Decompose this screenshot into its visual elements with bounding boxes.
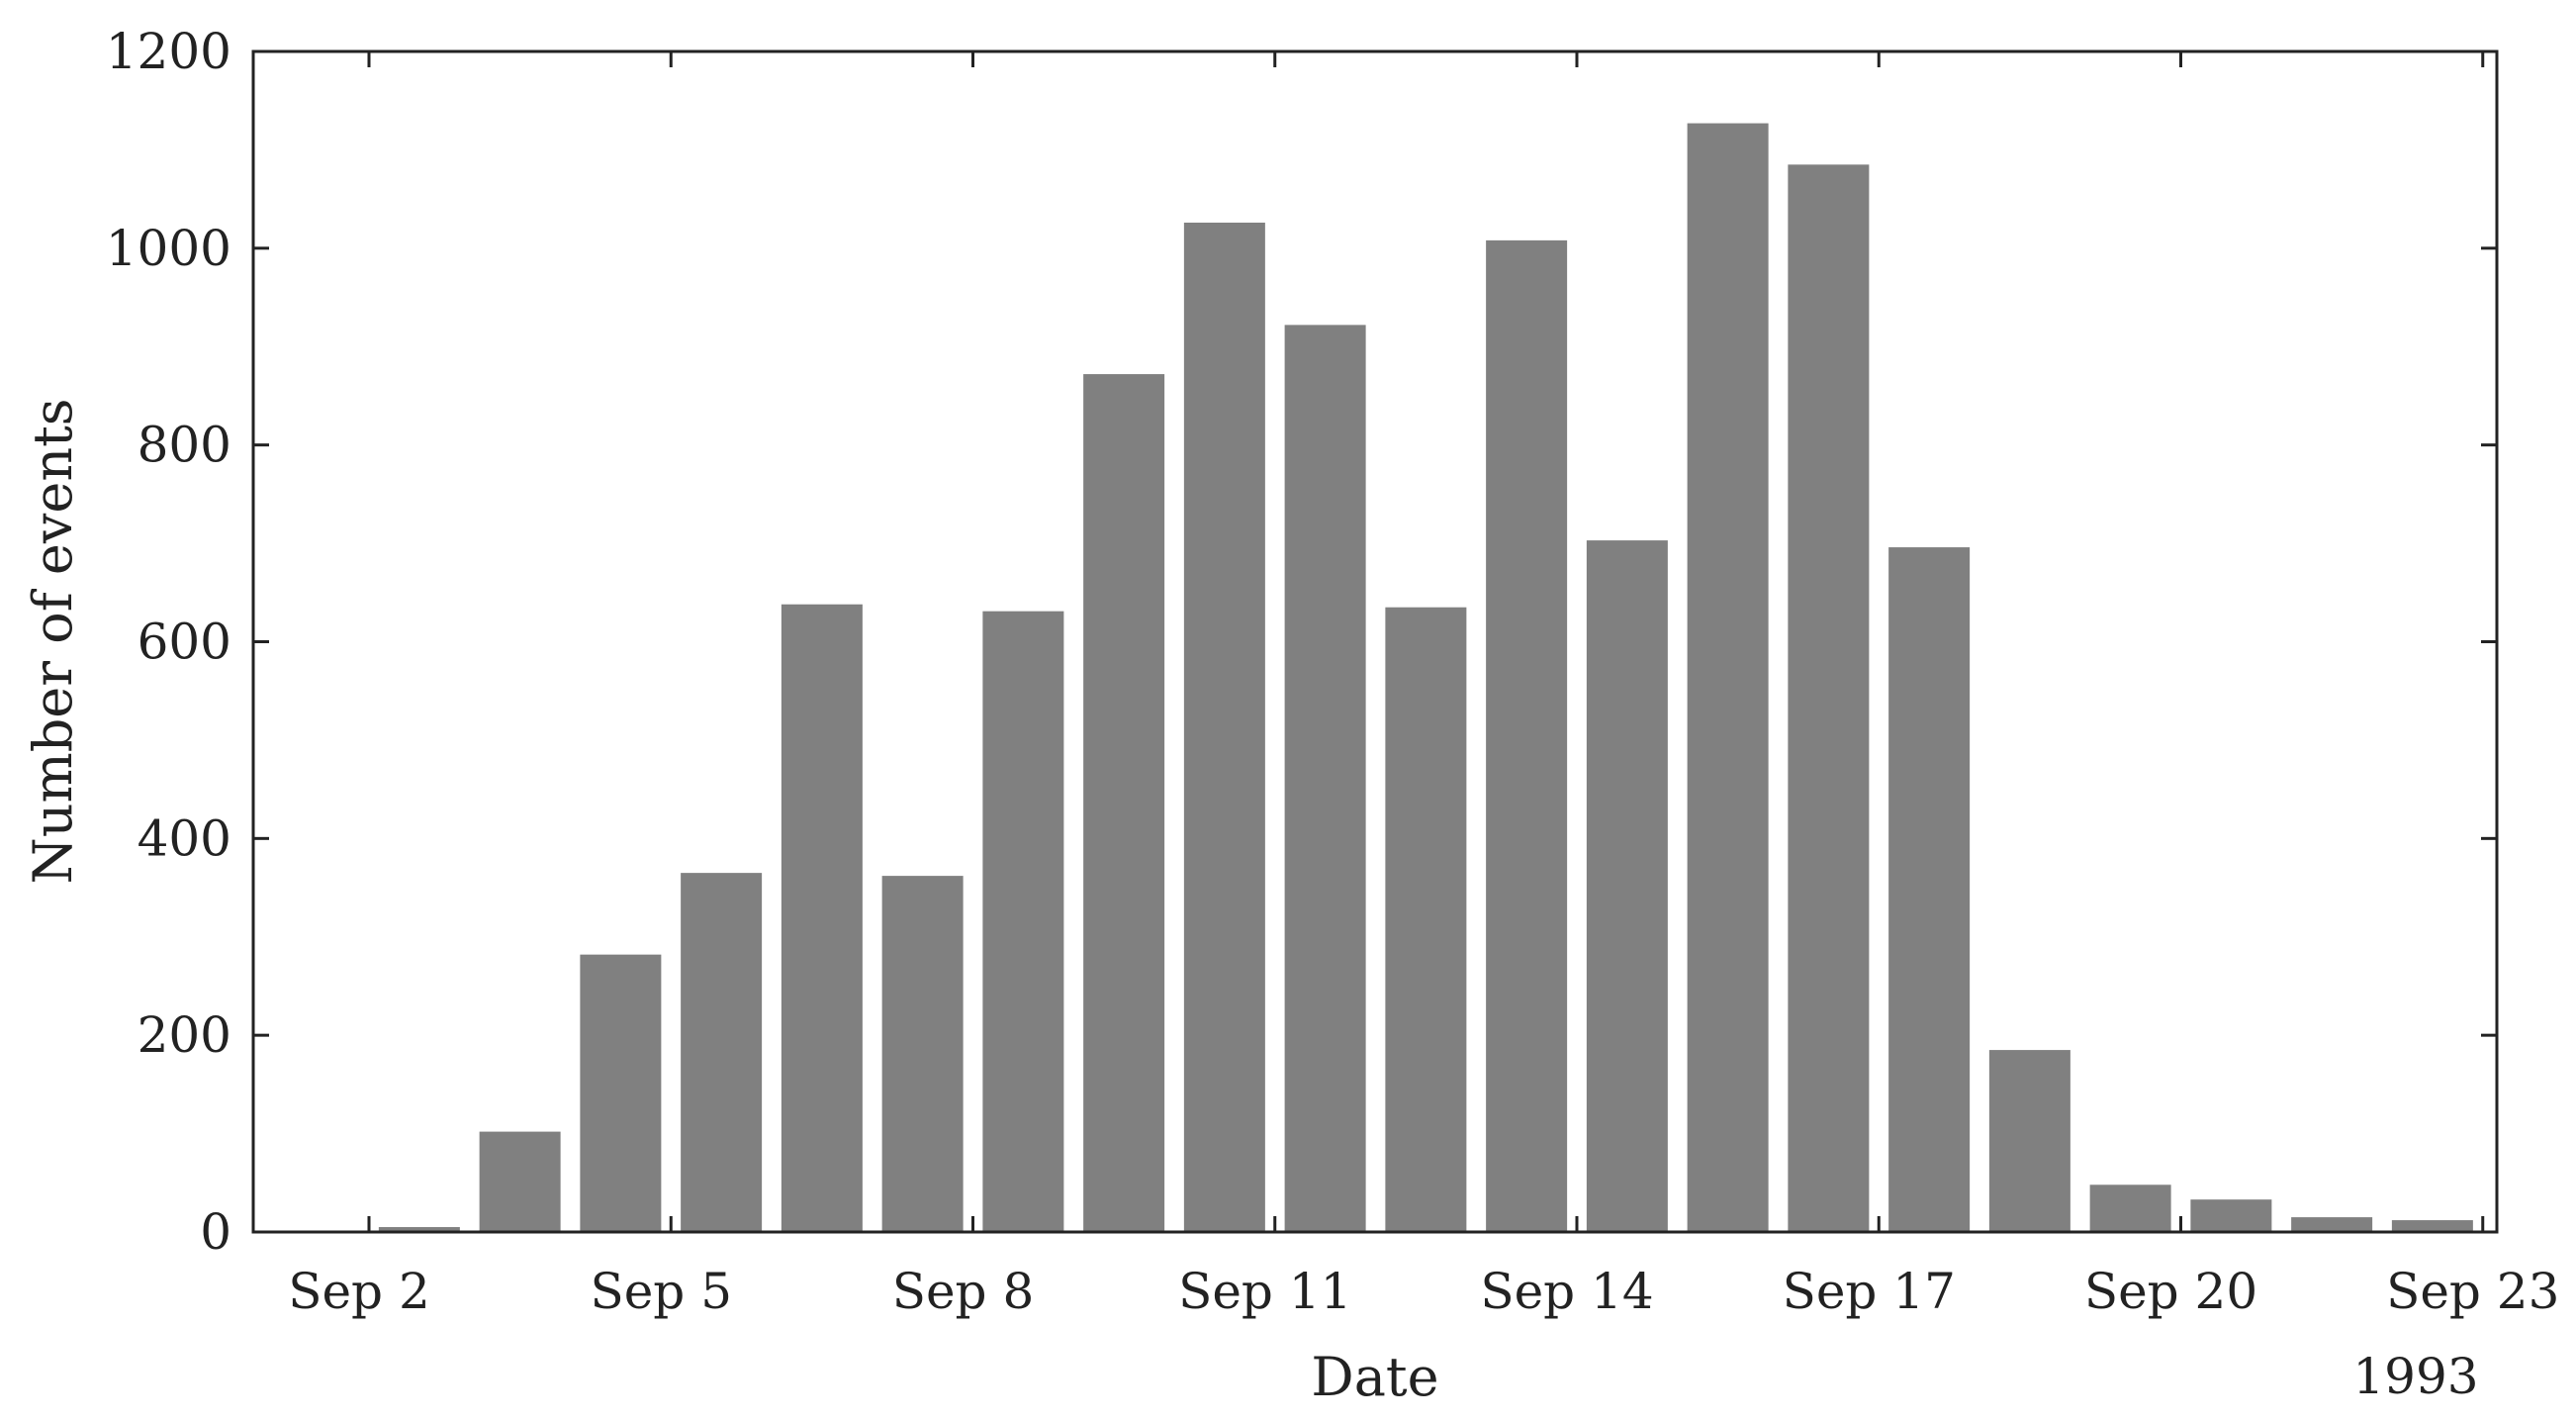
y-tick-label: 200 (138, 1006, 231, 1064)
x-tick-label: Sep 17 (1783, 1263, 1956, 1320)
x-tick-label: Sep 5 (590, 1263, 732, 1320)
x-tick-label: Sep 20 (2084, 1263, 2257, 1320)
bar-sep-3 (479, 1131, 561, 1232)
bar-sep-13 (1486, 239, 1568, 1232)
y-tick-label: 1200 (106, 23, 231, 80)
bar-sep-11 (1284, 325, 1366, 1233)
y-tick-label: 800 (138, 417, 231, 474)
y-tick-label: 400 (138, 809, 231, 867)
bar-sep-21 (2291, 1217, 2373, 1232)
x-tick-label: Sep 8 (892, 1263, 1035, 1320)
bar-sep-2 (378, 1227, 460, 1232)
bar-sep-8 (982, 611, 1064, 1232)
bar-sep-20 (2190, 1199, 2272, 1232)
y-axis-label: Number of events (22, 398, 84, 884)
bar-sep-14 (1586, 540, 1668, 1232)
bar-sep-4 (580, 954, 662, 1232)
x-tick-label: Sep 11 (1178, 1263, 1351, 1320)
bar-sep-10 (1183, 222, 1265, 1233)
bar-sep-19 (2089, 1184, 2171, 1232)
bar-sep-22 (2391, 1220, 2473, 1232)
y-tick-label: 1000 (106, 220, 231, 277)
y-tick-label: 0 (200, 1203, 231, 1261)
x-tick-label: Sep 23 (2386, 1263, 2559, 1320)
bar-sep-12 (1385, 607, 1467, 1232)
bar-sep-9 (1083, 374, 1165, 1232)
bar-sep-18 (1988, 1050, 2070, 1232)
ticks-group (253, 49, 2497, 1234)
tick-labels-group: 0 200 400 600 800 1000 1200 Sep 2 Sep 5 Sep 8 Sep … (106, 23, 2560, 1320)
bar-sep-15 (1687, 123, 1769, 1232)
bar-sep-7 (881, 876, 964, 1232)
bar-sep-17 (1888, 547, 1971, 1232)
bar-sep-16 (1788, 164, 1870, 1233)
year-label: 1993 (2352, 1348, 2478, 1405)
x-axis-label: Date (1311, 1346, 1438, 1408)
y-tick-label: 600 (138, 614, 231, 671)
x-tick-label: Sep 14 (1480, 1263, 1653, 1320)
bar-sep-5 (681, 873, 763, 1232)
bars-group (378, 123, 2473, 1233)
x-tick-label: Sep 2 (288, 1263, 430, 1320)
bar-sep-6 (781, 604, 863, 1232)
